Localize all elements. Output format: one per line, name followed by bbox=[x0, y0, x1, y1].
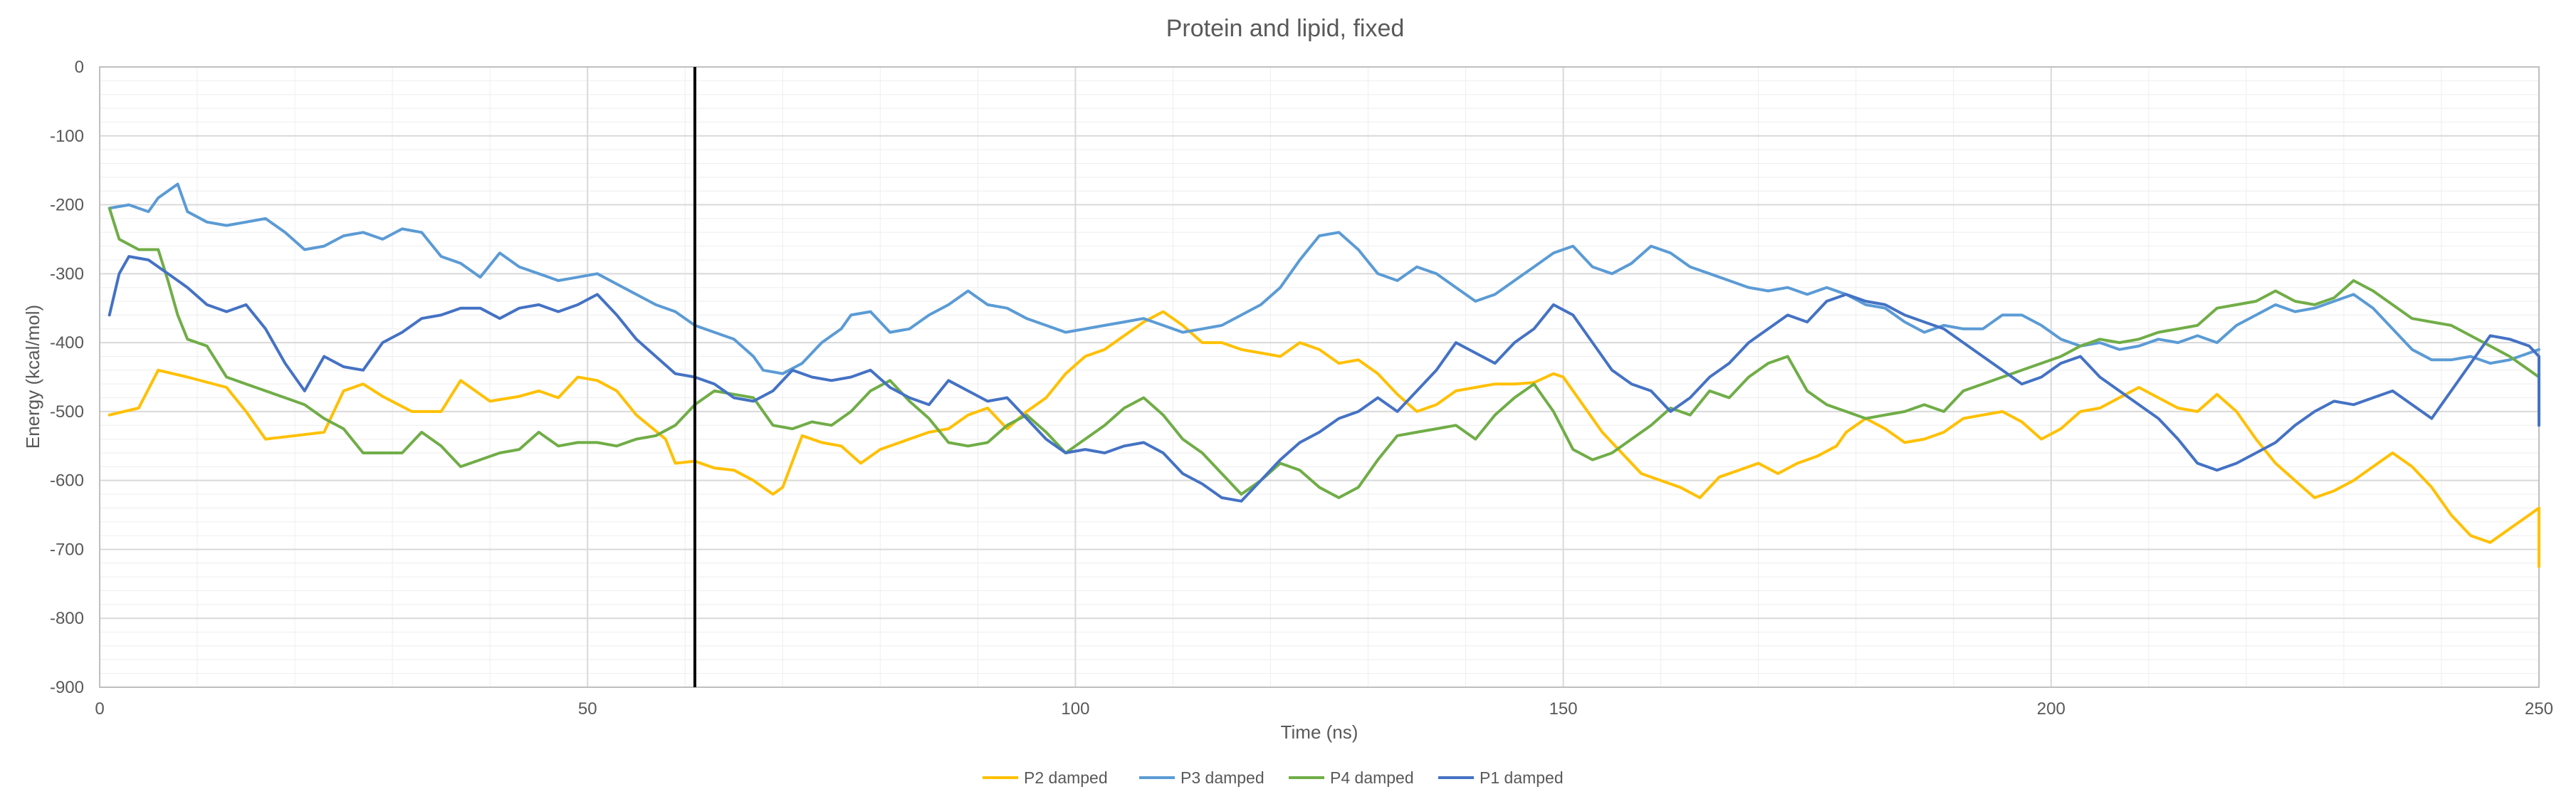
y-tick-label: -100 bbox=[50, 127, 84, 146]
x-tick-labels: 0 50 100 150 200 250 bbox=[95, 699, 2553, 719]
series-line-1 bbox=[108, 310, 2540, 568]
y-axis-title: Energy (kcal/mol) bbox=[22, 305, 43, 449]
y-tick-label: 0 bbox=[75, 58, 84, 77]
legend-label: P2 damped bbox=[1024, 768, 1108, 787]
series-line-2 bbox=[108, 182, 2540, 375]
y-tick-label: -500 bbox=[50, 402, 84, 422]
y-tick-labels: 0 -100 -200 -300 -400 -500 -600 -700 -800 -900 bbox=[50, 58, 84, 697]
y-tick-label: -900 bbox=[50, 678, 84, 697]
legend-label: P3 damped bbox=[1180, 768, 1265, 787]
x-tick-label: 0 bbox=[95, 699, 104, 719]
chart-title: Protein and lipid, fixed bbox=[1166, 15, 1405, 42]
y-tick-label: -700 bbox=[50, 540, 84, 559]
series-layer bbox=[108, 182, 2540, 568]
legend-item: P4 damped bbox=[1289, 768, 1414, 787]
plot-area-border bbox=[99, 66, 2540, 688]
legend-label: P1 damped bbox=[1480, 768, 1564, 787]
minor-grid bbox=[100, 67, 2539, 687]
legend-item: P3 damped bbox=[1139, 768, 1265, 787]
legend-item: P2 damped bbox=[983, 768, 1108, 787]
legend-item: P1 damped bbox=[1438, 768, 1564, 787]
series-line-3 bbox=[108, 207, 2540, 499]
y-tick-label: -600 bbox=[50, 471, 84, 491]
x-axis-title: Time (ns) bbox=[1281, 721, 1358, 743]
x-tick-label: 50 bbox=[578, 699, 597, 719]
series-line-4 bbox=[108, 255, 2540, 503]
x-tick-label: 100 bbox=[1061, 699, 1089, 719]
legend-label: P4 damped bbox=[1330, 768, 1414, 787]
x-tick-label: 150 bbox=[1549, 699, 1578, 719]
x-tick-label: 250 bbox=[2525, 699, 2553, 719]
y-tick-label: -300 bbox=[50, 264, 84, 283]
x-tick-label: 200 bbox=[2037, 699, 2065, 719]
legend: P2 damped P3 damped P4 damped P1 damped bbox=[983, 768, 1564, 787]
y-tick-label: -400 bbox=[50, 333, 84, 353]
major-grid bbox=[99, 66, 2540, 688]
y-tick-label: -800 bbox=[50, 609, 84, 628]
y-tick-label: -200 bbox=[50, 196, 84, 215]
